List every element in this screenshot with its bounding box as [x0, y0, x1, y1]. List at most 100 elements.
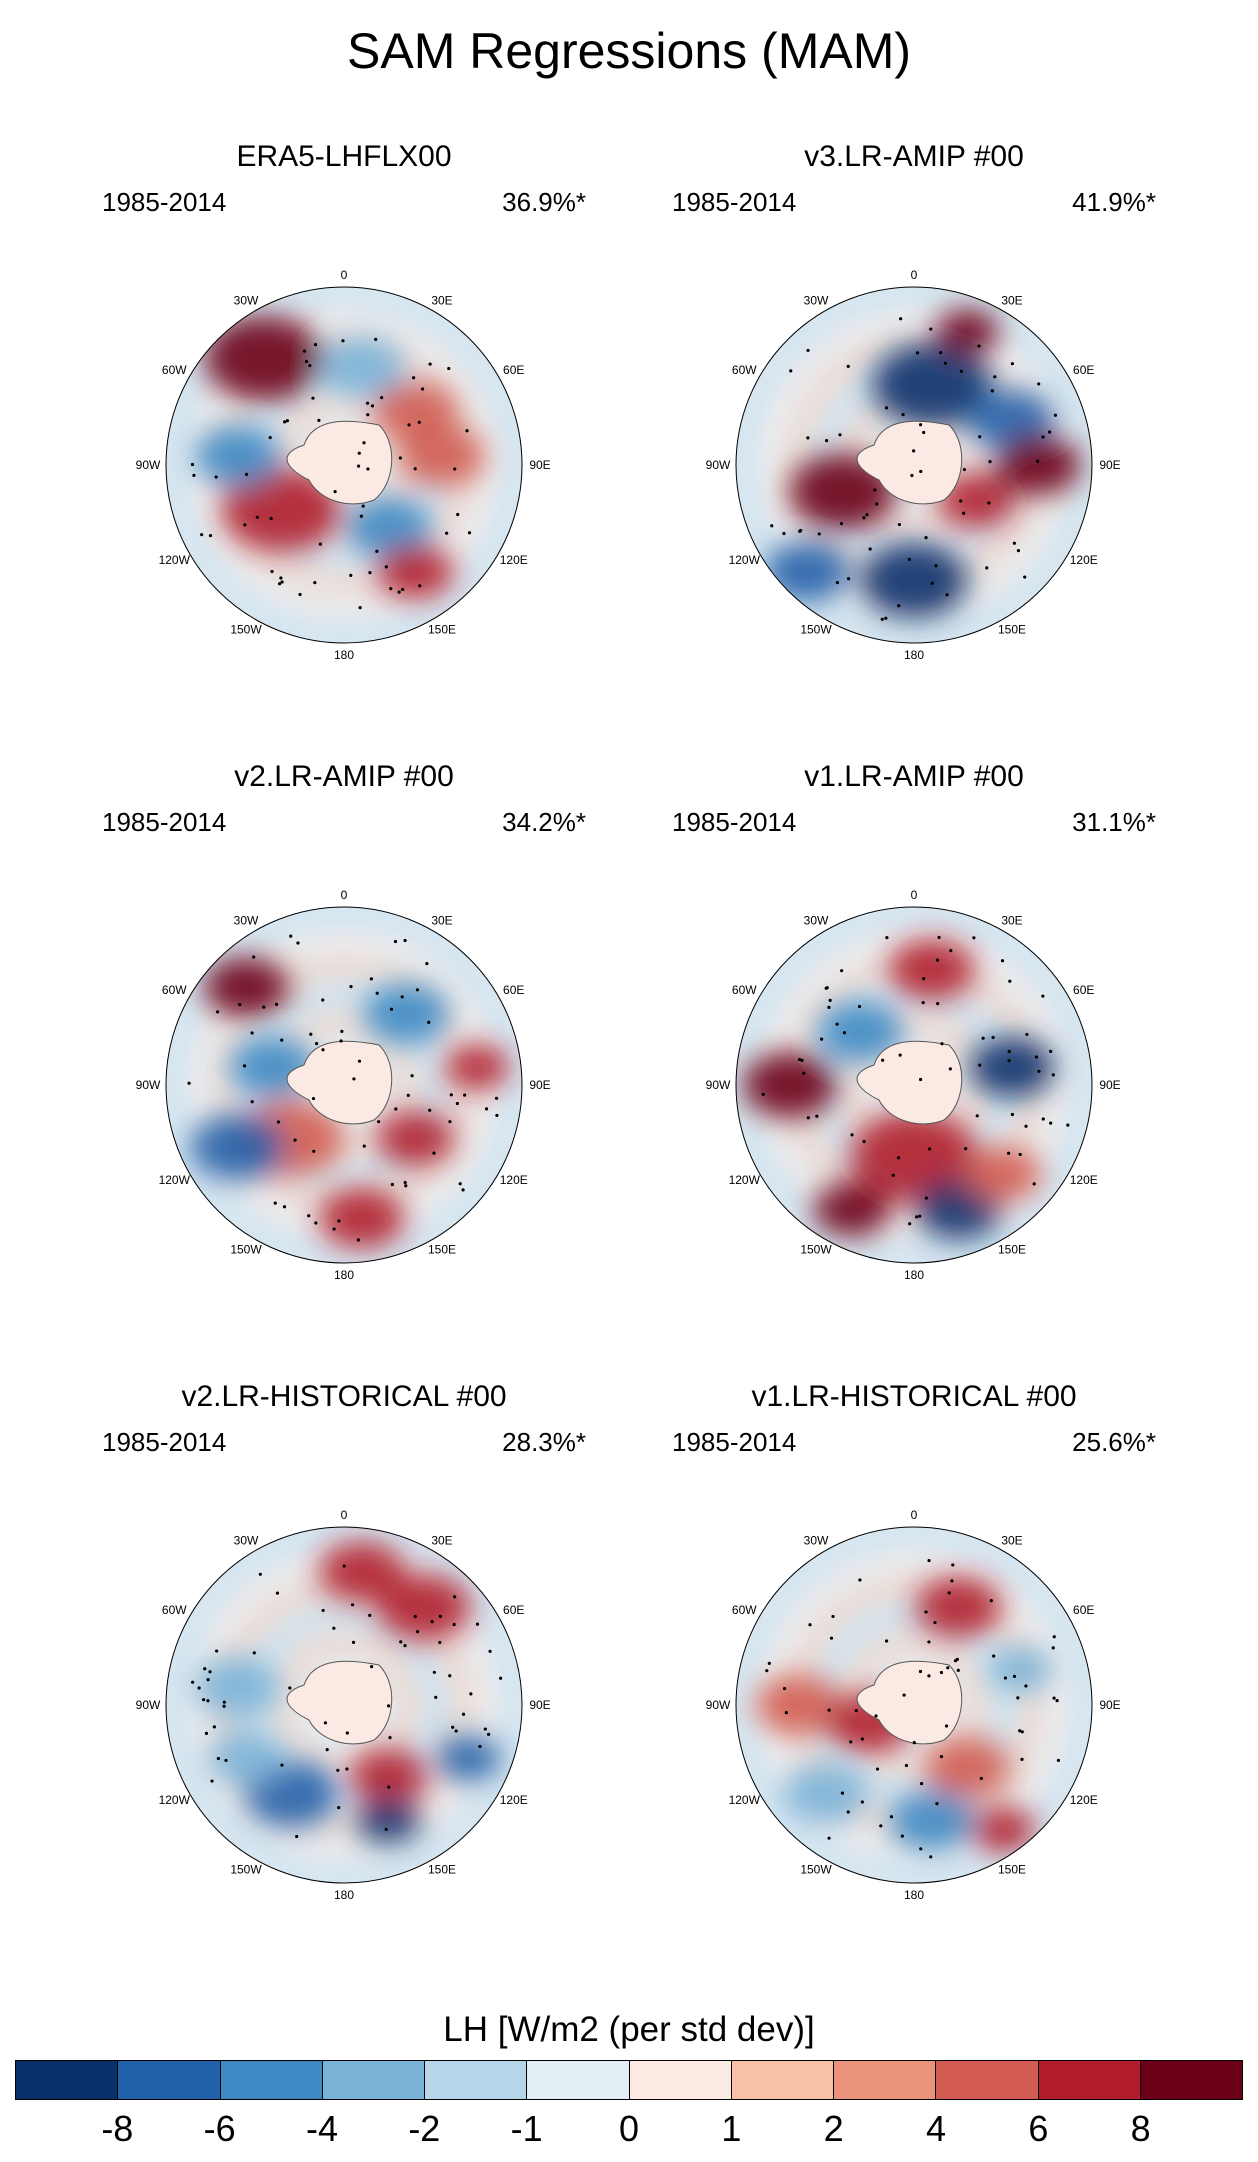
longitude-label: 30E [1001, 1533, 1022, 1547]
longitude-label: 120E [500, 1173, 528, 1187]
panel-years: 1985-2014 [672, 807, 797, 837]
longitude-label: 30E [1001, 913, 1022, 927]
longitude-label: 150E [998, 1243, 1026, 1257]
colorbar-swatch [629, 2061, 732, 2099]
panel-percent: 25.6%* [1072, 1427, 1156, 1457]
panel-v2-historical: v2.LR-HISTORICAL #00 1985-2014 28.3%* 0 3… [64, 1380, 624, 1960]
longitude-label: 180 [904, 1888, 924, 1902]
longitude-label: 60W [732, 983, 757, 997]
longitude-label: 150E [428, 1863, 456, 1877]
panel-title: v3.LR-AMIP #00 [804, 140, 1024, 173]
longitude-label: 30E [431, 1533, 452, 1547]
colorbar-tick-label: 2 [823, 2108, 844, 2149]
longitude-label: 90E [529, 1698, 550, 1712]
colorbar-swatch [118, 2061, 221, 2099]
longitude-label: 90W [136, 458, 161, 472]
longitude-label: 120E [500, 1793, 528, 1807]
longitude-label: 150E [428, 1243, 456, 1257]
polar-map: 0 30E 60E 90E 120E 150E 180 150W 120W 90W 60W 30W [136, 888, 551, 1282]
panel-era5: ERA5-LHFLX00 1985-2014 36.9%* 0 30E 60E 90E… [64, 140, 624, 720]
panel-years: 1985-2014 [102, 807, 227, 837]
longitude-label: 90W [136, 1698, 161, 1712]
longitude-label: 90E [529, 458, 550, 472]
colorbar-swatch [220, 2061, 323, 2099]
longitude-label: 90E [1099, 1078, 1120, 1092]
polar-map: 0 30E 60E 90E 120E 150E 180 150W 120W 90W 60W 30W [136, 268, 551, 662]
longitude-label: 30W [234, 293, 259, 307]
panel-years: 1985-2014 [102, 1427, 227, 1457]
longitude-label: 120W [729, 1793, 761, 1807]
longitude-label: 0 [341, 268, 348, 282]
longitude-label: 150W [230, 623, 262, 637]
colorbar-swatch [1038, 2061, 1141, 2099]
longitude-label: 0 [911, 268, 918, 282]
panel-years: 1985-2014 [672, 1427, 797, 1457]
colorbar [15, 2060, 1243, 2100]
panel-title: v1.LR-HISTORICAL #00 [751, 1380, 1077, 1413]
polar-map: 0 30E 60E 90E 120E 150E 180 150W 120W 90W 60W 30W [136, 1508, 551, 1902]
colorbar-swatch [527, 2061, 630, 2099]
longitude-label: 180 [334, 1888, 354, 1902]
longitude-label: 0 [341, 888, 348, 902]
colorbar-tick-label: 1 [721, 2108, 742, 2149]
colorbar-tick-label: 4 [925, 2108, 947, 2149]
longitude-label: 120W [729, 553, 761, 567]
colorbar-swatch [16, 2061, 119, 2099]
colorbar-tick-label: -2 [408, 2108, 441, 2149]
longitude-label: 90E [1099, 458, 1120, 472]
longitude-label: 150E [998, 1863, 1026, 1877]
colorbar-tick-label: 0 [618, 2108, 640, 2149]
longitude-label: 0 [911, 888, 918, 902]
longitude-label: 120W [159, 553, 191, 567]
longitude-label: 30W [804, 913, 829, 927]
polar-map: 0 30E 60E 90E 120E 150E 180 150W 120W 90W 60W 30W [706, 888, 1121, 1282]
colorbar-swatch [936, 2061, 1039, 2099]
colorbar-ticks: -8 -6 -4 -2 -1 0 1 2 4 6 8 [0, 2108, 1258, 2158]
longitude-label: 120E [500, 553, 528, 567]
panel-title: v1.LR-AMIP #00 [804, 760, 1024, 793]
longitude-label: 60W [162, 1603, 187, 1617]
panel-percent: 36.9%* [502, 187, 586, 217]
longitude-label: 60W [732, 1603, 757, 1617]
colorbar-swatch [322, 2061, 425, 2099]
polar-map: 0 30E 60E 90E 120E 150E 180 150W 120W 90W 60W 30W [706, 268, 1121, 662]
longitude-label: 30W [234, 1533, 259, 1547]
longitude-label: 60E [1073, 363, 1094, 377]
colorbar-tick-label: -1 [510, 2108, 543, 2149]
longitude-label: 150E [428, 623, 456, 637]
colorbar-swatch [731, 2061, 834, 2099]
colorbar-tick-label: -6 [203, 2108, 236, 2149]
longitude-label: 60W [162, 983, 187, 997]
longitude-label: 0 [911, 1508, 918, 1522]
longitude-label: 30W [804, 1533, 829, 1547]
longitude-label: 120W [159, 1173, 191, 1187]
longitude-label: 90E [529, 1078, 550, 1092]
longitude-label: 120W [159, 1793, 191, 1807]
longitude-label: 150W [230, 1863, 262, 1877]
longitude-label: 30W [804, 293, 829, 307]
panel-percent: 34.2%* [502, 807, 586, 837]
panel-v3-amip: v3.LR-AMIP #00 1985-2014 41.9%* 0 30E 60E 9… [634, 140, 1194, 720]
longitude-label: 30E [431, 293, 452, 307]
longitude-label: 180 [334, 1268, 354, 1282]
panel-v2-amip: v2.LR-AMIP #00 1985-2014 34.2%* 0 30E 60E 9… [64, 760, 624, 1340]
longitude-label: 180 [904, 648, 924, 662]
longitude-label: 60W [162, 363, 187, 377]
longitude-label: 150W [800, 1243, 832, 1257]
longitude-label: 120E [1070, 553, 1098, 567]
longitude-label: 90W [136, 1078, 161, 1092]
longitude-label: 150W [230, 1243, 262, 1257]
longitude-label: 90W [706, 458, 731, 472]
longitude-label: 150W [800, 1863, 832, 1877]
longitude-label: 120W [729, 1173, 761, 1187]
longitude-label: 120E [1070, 1173, 1098, 1187]
panel-percent: 31.1%* [1072, 807, 1156, 837]
panel-percent: 28.3%* [502, 1427, 586, 1457]
colorbar-tick-label: -8 [101, 2108, 134, 2149]
longitude-label: 150E [998, 623, 1026, 637]
longitude-label: 60W [732, 363, 757, 377]
figure-title: SAM Regressions (MAM) [347, 23, 911, 79]
longitude-label: 90W [706, 1078, 731, 1092]
colorbar-tick-label: -4 [305, 2108, 339, 2149]
colorbar-swatch [1140, 2061, 1242, 2099]
